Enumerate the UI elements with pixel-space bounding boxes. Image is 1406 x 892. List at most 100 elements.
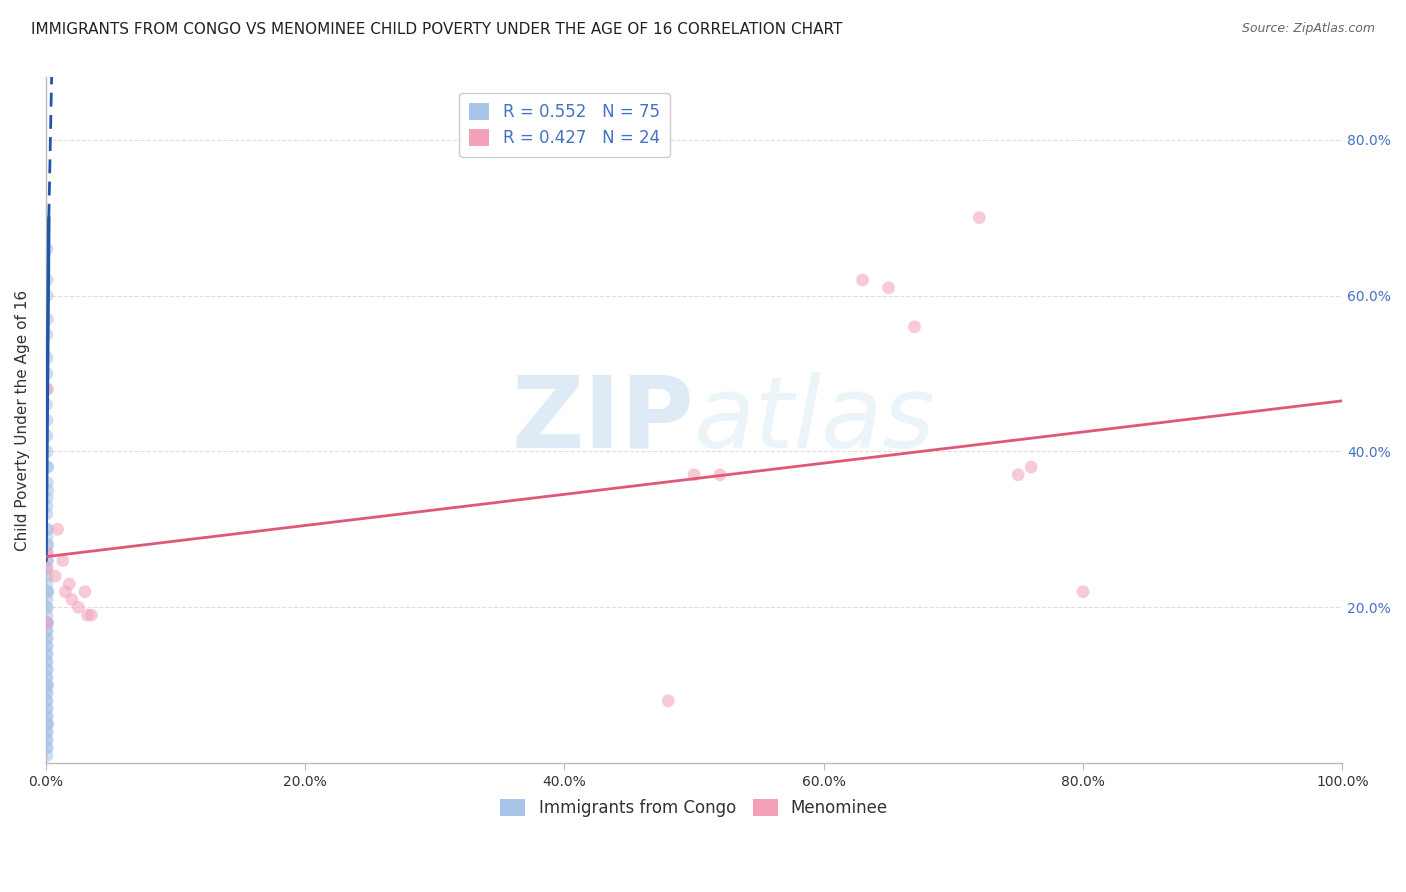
Point — [37, 553, 59, 567]
Point — [35, 615, 58, 630]
Point — [35, 717, 58, 731]
Point — [37, 709, 59, 723]
Point — [35, 678, 58, 692]
Point — [37, 632, 59, 646]
Point — [46, 522, 69, 536]
Point — [35, 600, 58, 615]
Point — [35, 701, 58, 715]
Point — [709, 467, 731, 482]
Point — [37, 351, 59, 365]
Point — [35, 655, 58, 669]
Point — [58, 577, 80, 591]
Point — [35, 701, 58, 715]
Point — [657, 694, 679, 708]
Point — [683, 467, 706, 482]
Text: ZIP: ZIP — [512, 372, 695, 469]
Point — [37, 483, 59, 498]
Point — [35, 577, 58, 591]
Point — [35, 732, 58, 747]
Point — [35, 561, 58, 575]
Text: IMMIGRANTS FROM CONGO VS MENOMINEE CHILD POVERTY UNDER THE AGE OF 16 CORRELATION: IMMIGRANTS FROM CONGO VS MENOMINEE CHILD… — [31, 22, 842, 37]
Point — [37, 740, 59, 755]
Point — [35, 367, 58, 381]
Point — [37, 663, 59, 677]
Point — [37, 584, 59, 599]
Point — [37, 460, 59, 475]
Point — [35, 709, 58, 723]
Point — [35, 694, 58, 708]
Point — [35, 670, 58, 684]
Point — [44, 569, 66, 583]
Point — [877, 281, 900, 295]
Point — [35, 553, 58, 567]
Point — [37, 717, 59, 731]
Point — [35, 694, 58, 708]
Point — [35, 717, 58, 731]
Point — [37, 569, 59, 583]
Point — [35, 670, 58, 684]
Point — [35, 592, 58, 607]
Point — [73, 584, 96, 599]
Legend: Immigrants from Congo, Menominee: Immigrants from Congo, Menominee — [494, 792, 894, 823]
Point — [1007, 467, 1029, 482]
Point — [35, 647, 58, 661]
Point — [37, 491, 59, 506]
Point — [37, 273, 59, 287]
Point — [37, 522, 59, 536]
Point — [37, 678, 59, 692]
Point — [52, 553, 75, 567]
Point — [55, 584, 77, 599]
Point — [37, 725, 59, 739]
Point — [35, 398, 58, 412]
Point — [37, 312, 59, 326]
Point — [35, 546, 58, 560]
Text: atlas: atlas — [695, 372, 936, 469]
Point — [969, 211, 991, 225]
Point — [37, 475, 59, 490]
Point — [35, 748, 58, 763]
Y-axis label: Child Poverty Under the Age of 16: Child Poverty Under the Age of 16 — [15, 290, 30, 551]
Point — [37, 288, 59, 302]
Point — [35, 530, 58, 544]
Point — [37, 615, 59, 630]
Point — [35, 499, 58, 513]
Point — [35, 732, 58, 747]
Point — [37, 600, 59, 615]
Point — [1019, 460, 1042, 475]
Point — [35, 740, 58, 755]
Point — [35, 584, 58, 599]
Point — [35, 686, 58, 700]
Point — [35, 663, 58, 677]
Point — [35, 639, 58, 653]
Point — [1071, 584, 1094, 599]
Point — [35, 655, 58, 669]
Point — [35, 624, 58, 638]
Point — [37, 615, 59, 630]
Point — [35, 242, 58, 256]
Point — [35, 615, 58, 630]
Point — [35, 686, 58, 700]
Text: Source: ZipAtlas.com: Source: ZipAtlas.com — [1241, 22, 1375, 36]
Point — [35, 522, 58, 536]
Point — [37, 444, 59, 458]
Point — [37, 382, 59, 396]
Point — [37, 538, 59, 552]
Point — [37, 538, 59, 552]
Point — [35, 429, 58, 443]
Point — [35, 608, 58, 623]
Point — [76, 608, 98, 623]
Point — [37, 546, 59, 560]
Point — [903, 319, 925, 334]
Point — [80, 608, 103, 623]
Point — [67, 600, 90, 615]
Point — [60, 592, 83, 607]
Point — [35, 678, 58, 692]
Point — [35, 382, 58, 396]
Point — [35, 413, 58, 427]
Point — [37, 584, 59, 599]
Point — [35, 507, 58, 521]
Point — [852, 273, 875, 287]
Point — [35, 460, 58, 475]
Point — [35, 725, 58, 739]
Point — [35, 639, 58, 653]
